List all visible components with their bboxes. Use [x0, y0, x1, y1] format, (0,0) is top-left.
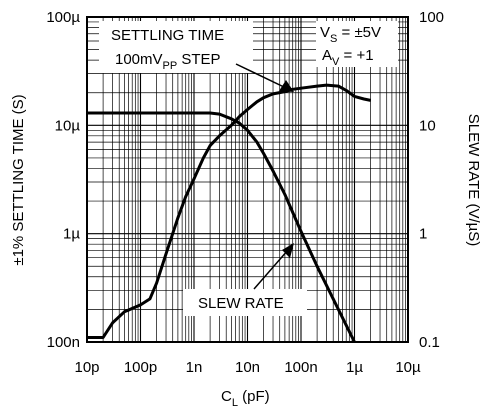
left-y-axis-title: ±1% SETTLING TIME (S) [10, 94, 27, 265]
vs-main: V [320, 24, 330, 41]
slew-annotation-box [183, 289, 307, 316]
plot-frame [86, 16, 409, 343]
data-curves [87, 83, 371, 343]
y-right-tick-label: 100 [419, 9, 444, 26]
x-tick-label: 10µ [395, 359, 421, 376]
step-subscript: PP [163, 60, 178, 72]
vs-subscript: S [330, 33, 337, 45]
y-right-tick-label: 10 [419, 117, 436, 134]
conditions-annotation-box [316, 21, 398, 67]
slew-arrow [253, 243, 294, 290]
y-left-tick-label: 100n [47, 334, 80, 351]
settling-time-label: SETTLING TIME [111, 27, 224, 44]
settling-arrow [235, 63, 294, 92]
x-tick-label: 100p [124, 359, 157, 376]
y-left-tick-label: 10µ [55, 117, 81, 134]
x-tick-label: 1n [186, 359, 203, 376]
y-left-tick-label: 100µ [46, 9, 80, 26]
x-axis-title: CL (pF) [221, 388, 270, 409]
gain-label: AV = +1 [322, 47, 374, 68]
right-y-axis-title: SLEW RATE (V/µS) [465, 114, 482, 247]
step-suffix: STEP [177, 51, 220, 68]
slew-rate-label: SLEW RATE [198, 295, 284, 312]
x-tick-label: 1µ [346, 359, 363, 376]
tick-labels: 10p 100p 1n 10n 100n 1µ 10µ 100n 1µ 10µ 100µ 0.1 1 10… [46, 9, 444, 376]
av-subscript: V [332, 56, 340, 68]
x-tick-label: 100n [284, 359, 317, 376]
y-right-tick-label: 1 [419, 226, 427, 243]
supply-voltage-label: VS = ±5V [320, 24, 381, 45]
x-tick-label: 10n [235, 359, 260, 376]
settling-annotation-box [99, 21, 253, 73]
step-prefix: 100mV [115, 51, 163, 68]
y-right-tick-label: 0.1 [419, 334, 440, 351]
y-left-tick-label: 1µ [63, 226, 80, 243]
step-label: 100mVPP STEP [115, 51, 221, 72]
av-main: A [322, 47, 332, 64]
vs-rest: = ±5V [337, 24, 381, 41]
series-line [87, 111, 356, 343]
x-title-subscript: L [232, 397, 238, 409]
x-title-rest: (pF) [238, 388, 270, 405]
av-rest: = +1 [339, 47, 373, 64]
x-title-main: C [221, 388, 232, 405]
x-tick-label: 10p [74, 359, 99, 376]
